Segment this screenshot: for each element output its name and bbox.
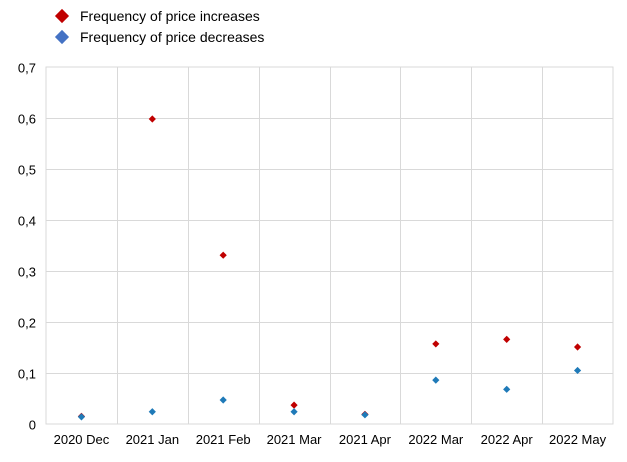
y-tick-label: 0,3 — [18, 265, 36, 280]
x-tick-label: 2021 Feb — [196, 432, 251, 447]
y-tick-label: 0,5 — [18, 163, 36, 178]
y-tick-label: 0 — [29, 418, 36, 433]
plot-area — [45, 66, 614, 425]
decrease-point — [219, 396, 227, 404]
decrease-point — [361, 411, 369, 419]
increase-point — [503, 335, 511, 343]
y-tick-label: 0,6 — [18, 112, 36, 127]
decrease-point — [148, 408, 156, 416]
x-tick-label: 2021 Apr — [339, 432, 392, 447]
legend-swatch-increases — [54, 8, 70, 24]
legend-item-increases: Frequency of price increases — [54, 8, 260, 24]
x-axis-tick-labels: 2020 Dec 2021 Jan 2021 Feb 2021 Mar 2021 Apr… — [54, 432, 607, 447]
y-tick-label: 0,7 — [18, 61, 36, 76]
plot-border — [45, 66, 614, 425]
x-tick-label: 2022 Mar — [408, 432, 464, 447]
increase-point — [432, 340, 440, 348]
legend-label-decreases: Frequency of price decreases — [80, 29, 264, 45]
increase-point — [290, 401, 298, 409]
increase-point — [148, 115, 156, 123]
data-markers — [77, 115, 582, 421]
decrease-point — [77, 413, 86, 421]
increase-point — [573, 343, 582, 351]
x-tick-label: 2021 Mar — [267, 432, 323, 447]
x-tick-label: 2020 Dec — [54, 432, 110, 447]
legend-item-decreases: Frequency of price decreases — [54, 29, 264, 45]
y-tick-label: 0,1 — [18, 367, 36, 382]
legend-label-increases: Frequency of price increases — [80, 8, 260, 24]
x-tick-label: 2022 May — [549, 432, 607, 447]
decrease-point — [290, 408, 298, 416]
x-tick-label: 2022 Apr — [481, 432, 534, 447]
increase-point — [219, 251, 227, 259]
y-tick-label: 0,2 — [18, 316, 36, 331]
y-tick-label: 0,4 — [18, 214, 36, 229]
decrease-point — [432, 376, 440, 384]
legend-swatch-decreases — [54, 29, 70, 45]
y-axis-tick-labels: 0 0,1 0,2 0,3 0,4 0,5 0,6 0,7 — [18, 61, 36, 433]
legend: Frequency of price increases Frequency o… — [54, 8, 264, 45]
decrease-point — [503, 385, 511, 393]
gridlines — [46, 67, 613, 424]
x-tick-label: 2021 Jan — [126, 432, 180, 447]
decrease-point — [573, 366, 582, 375]
